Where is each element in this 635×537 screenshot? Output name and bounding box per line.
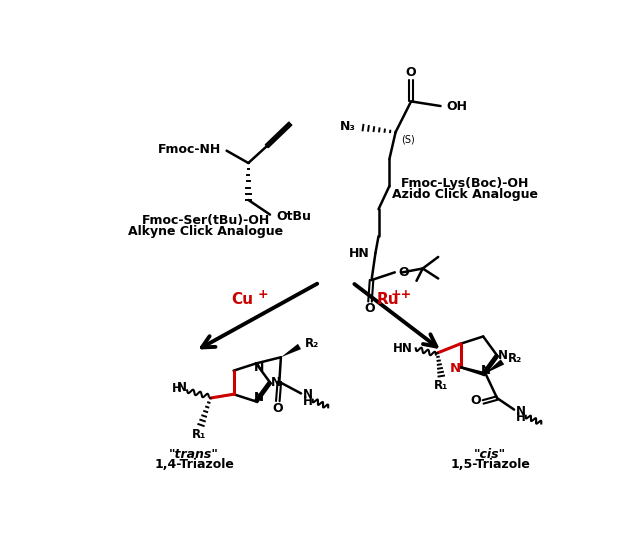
Text: N: N (498, 349, 507, 362)
Text: Alkyne Click Analogue: Alkyne Click Analogue (128, 225, 283, 238)
Text: R₁: R₁ (434, 379, 448, 392)
Text: N: N (177, 381, 187, 394)
Polygon shape (485, 359, 504, 373)
Text: N: N (481, 364, 490, 377)
Text: 1,4-Triazole: 1,4-Triazole (154, 459, 234, 471)
Text: OtBu: OtBu (276, 211, 311, 223)
Text: N: N (516, 405, 526, 418)
Text: H: H (303, 395, 313, 408)
Text: N: N (253, 391, 264, 404)
Text: O: O (272, 402, 283, 415)
Text: Ru: Ru (376, 292, 399, 307)
Text: R₂: R₂ (305, 337, 319, 350)
Text: OH: OH (447, 99, 468, 113)
Text: (S): (S) (401, 134, 415, 144)
Text: O: O (406, 66, 417, 78)
Text: Cu: Cu (232, 292, 254, 307)
Text: H: H (172, 382, 182, 395)
Text: Azido Click Analogue: Azido Click Analogue (392, 188, 538, 201)
Text: "cis": "cis" (474, 447, 506, 461)
Text: Fmoc-Lys(Boc)-OH: Fmoc-Lys(Boc)-OH (401, 177, 530, 190)
Text: O: O (470, 394, 481, 407)
Text: R₁: R₁ (192, 428, 206, 441)
Polygon shape (281, 344, 301, 357)
Text: R₂: R₂ (508, 352, 522, 365)
Text: ++: ++ (391, 288, 412, 301)
Text: O: O (364, 302, 375, 315)
Text: O: O (399, 266, 410, 279)
Text: N: N (450, 362, 461, 375)
Text: "trans": "trans" (169, 447, 219, 461)
Text: +: + (258, 288, 268, 301)
Text: 1,5-Triazole: 1,5-Triazole (450, 459, 530, 471)
Text: HN: HN (349, 248, 369, 260)
Text: H: H (516, 411, 526, 424)
Text: Fmoc-NH: Fmoc-NH (158, 143, 221, 156)
Text: Fmoc-Ser(tBu)-OH: Fmoc-Ser(tBu)-OH (142, 214, 270, 227)
Text: HN: HN (392, 342, 413, 355)
Text: N: N (271, 376, 281, 389)
Text: N: N (254, 361, 264, 374)
Text: N: N (303, 388, 312, 402)
Text: N₃: N₃ (339, 120, 355, 133)
